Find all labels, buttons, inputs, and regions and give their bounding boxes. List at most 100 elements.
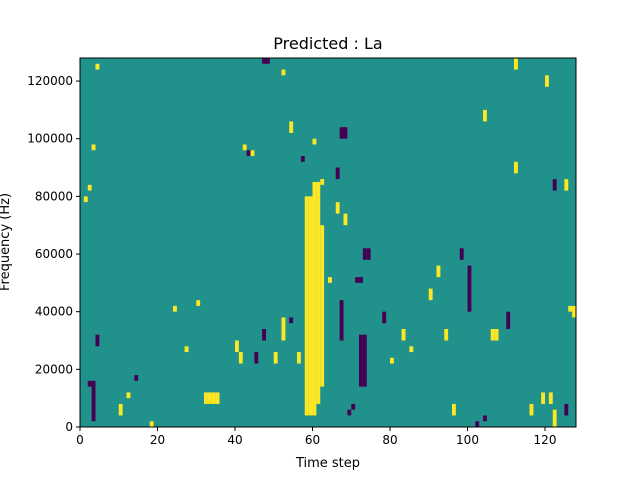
heatmap-cell xyxy=(83,196,88,203)
heatmap-cell xyxy=(149,421,154,427)
heatmap-cell xyxy=(359,277,363,283)
heatmap-cell xyxy=(300,156,305,162)
heatmap-cell xyxy=(409,346,414,353)
heatmap-cell xyxy=(281,317,286,341)
heatmap-cell xyxy=(316,181,321,404)
x-tick-label: 20 xyxy=(150,433,165,447)
heatmap-cell xyxy=(320,179,325,185)
heatmap-cell xyxy=(91,144,96,151)
heatmap-cell xyxy=(483,415,487,422)
heatmap-cell xyxy=(355,277,359,283)
y-tick-label: 60000 xyxy=(35,247,73,261)
heatmap-cells xyxy=(80,58,576,427)
x-tick-label: 80 xyxy=(382,433,397,447)
heatmap-cell xyxy=(235,340,239,353)
heatmap-cell xyxy=(281,69,286,76)
heatmap-cell xyxy=(452,403,456,416)
heatmap-cell xyxy=(196,300,201,306)
heatmap-cell xyxy=(289,121,294,133)
heatmap-cell xyxy=(564,179,569,191)
heatmap-cell xyxy=(552,409,557,427)
heatmap-cell xyxy=(494,328,499,341)
heatmap-cell xyxy=(436,265,441,278)
heatmap-cell xyxy=(289,317,294,324)
chart-title: Predicted : La xyxy=(273,34,382,53)
y-tick-label: 20000 xyxy=(35,362,73,376)
x-tick-label: 100 xyxy=(456,433,479,447)
y-axis-ticks: 0 20000 40000 60000 80000 100000 120000 xyxy=(27,74,80,434)
heatmap-cell xyxy=(312,181,317,416)
heatmap-cell xyxy=(204,392,208,404)
heatmap-cell xyxy=(87,380,92,387)
heatmap-cell xyxy=(320,225,325,387)
heatmap-cell xyxy=(572,305,576,318)
heatmap-cell xyxy=(362,334,367,387)
heatmap-cell xyxy=(390,357,394,364)
heatmap-cell xyxy=(262,328,266,341)
heatmap-cell xyxy=(545,75,549,87)
heatmap-cell xyxy=(351,403,356,410)
heatmap-cell xyxy=(475,421,480,427)
x-tick-label: 40 xyxy=(227,433,242,447)
heatmap-cell xyxy=(514,58,518,70)
heatmap-cell xyxy=(297,352,301,364)
heatmap-cell xyxy=(95,334,100,347)
x-tick-label: 0 xyxy=(76,433,84,447)
heatmap-cell xyxy=(514,161,518,174)
heatmap-cell xyxy=(126,392,131,399)
heatmap-cell xyxy=(207,392,212,404)
heatmap-cell xyxy=(238,352,243,364)
heatmap-cell xyxy=(95,63,100,70)
y-tick-label: 80000 xyxy=(35,189,73,203)
heatmap-cell xyxy=(184,346,189,353)
heatmap-cell xyxy=(273,352,278,364)
heatmap-cell xyxy=(254,352,259,364)
heatmap-cell xyxy=(246,150,251,157)
heatmap-cell xyxy=(483,109,487,122)
x-tick-label: 60 xyxy=(305,433,320,447)
heatmap-cell xyxy=(262,58,266,64)
y-tick-label: 120000 xyxy=(27,74,73,88)
heatmap-cell xyxy=(459,248,464,260)
heatmap-cell xyxy=(568,305,573,312)
heatmap-cell xyxy=(91,380,96,422)
y-axis-label: Frequency (Hz) xyxy=(0,193,13,291)
heatmap-cell xyxy=(428,288,433,301)
heatmap-cell xyxy=(343,213,348,226)
heatmap-cell xyxy=(490,328,495,341)
heatmap-cell xyxy=(529,403,534,416)
heatmap-cell xyxy=(250,150,255,157)
heatmap-cell xyxy=(211,392,216,404)
heatmap-cell xyxy=(308,196,313,416)
heatmap-cell xyxy=(359,334,363,387)
heatmap-cell xyxy=(304,196,309,416)
heatmap-cell xyxy=(343,127,348,139)
heatmap-cell xyxy=(362,248,367,260)
x-axis-ticks: 0 20 40 60 80 100 120 xyxy=(76,427,556,447)
heatmap-cell xyxy=(506,311,511,329)
heatmap-cell xyxy=(444,328,449,341)
y-tick-label: 0 xyxy=(65,420,73,434)
x-tick-label: 120 xyxy=(534,433,557,447)
x-axis-label: Time step xyxy=(295,456,360,471)
heatmap-cell xyxy=(266,58,270,64)
heatmap-cell xyxy=(339,127,344,139)
heatmap-cell xyxy=(312,138,317,145)
heatmap-cell xyxy=(548,392,553,404)
heatmap-cell xyxy=(467,265,472,312)
heatmap-cell xyxy=(541,392,545,404)
heatmap-cell xyxy=(215,392,220,404)
heatmap-cell xyxy=(118,403,123,416)
heatmap-cell xyxy=(134,375,139,381)
y-tick-label: 100000 xyxy=(27,132,73,146)
heatmap-background xyxy=(80,58,576,427)
heatmap-cell xyxy=(366,248,371,260)
heatmap-cell xyxy=(335,167,340,180)
heatmap-cell xyxy=(173,305,177,312)
heatmap-cell xyxy=(328,277,332,283)
heatmap-cell xyxy=(552,179,557,191)
y-tick-label: 40000 xyxy=(35,305,73,319)
heatmap-cell xyxy=(564,403,569,416)
